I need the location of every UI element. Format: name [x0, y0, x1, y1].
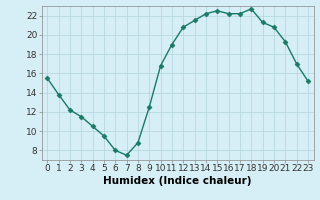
- X-axis label: Humidex (Indice chaleur): Humidex (Indice chaleur): [103, 176, 252, 186]
